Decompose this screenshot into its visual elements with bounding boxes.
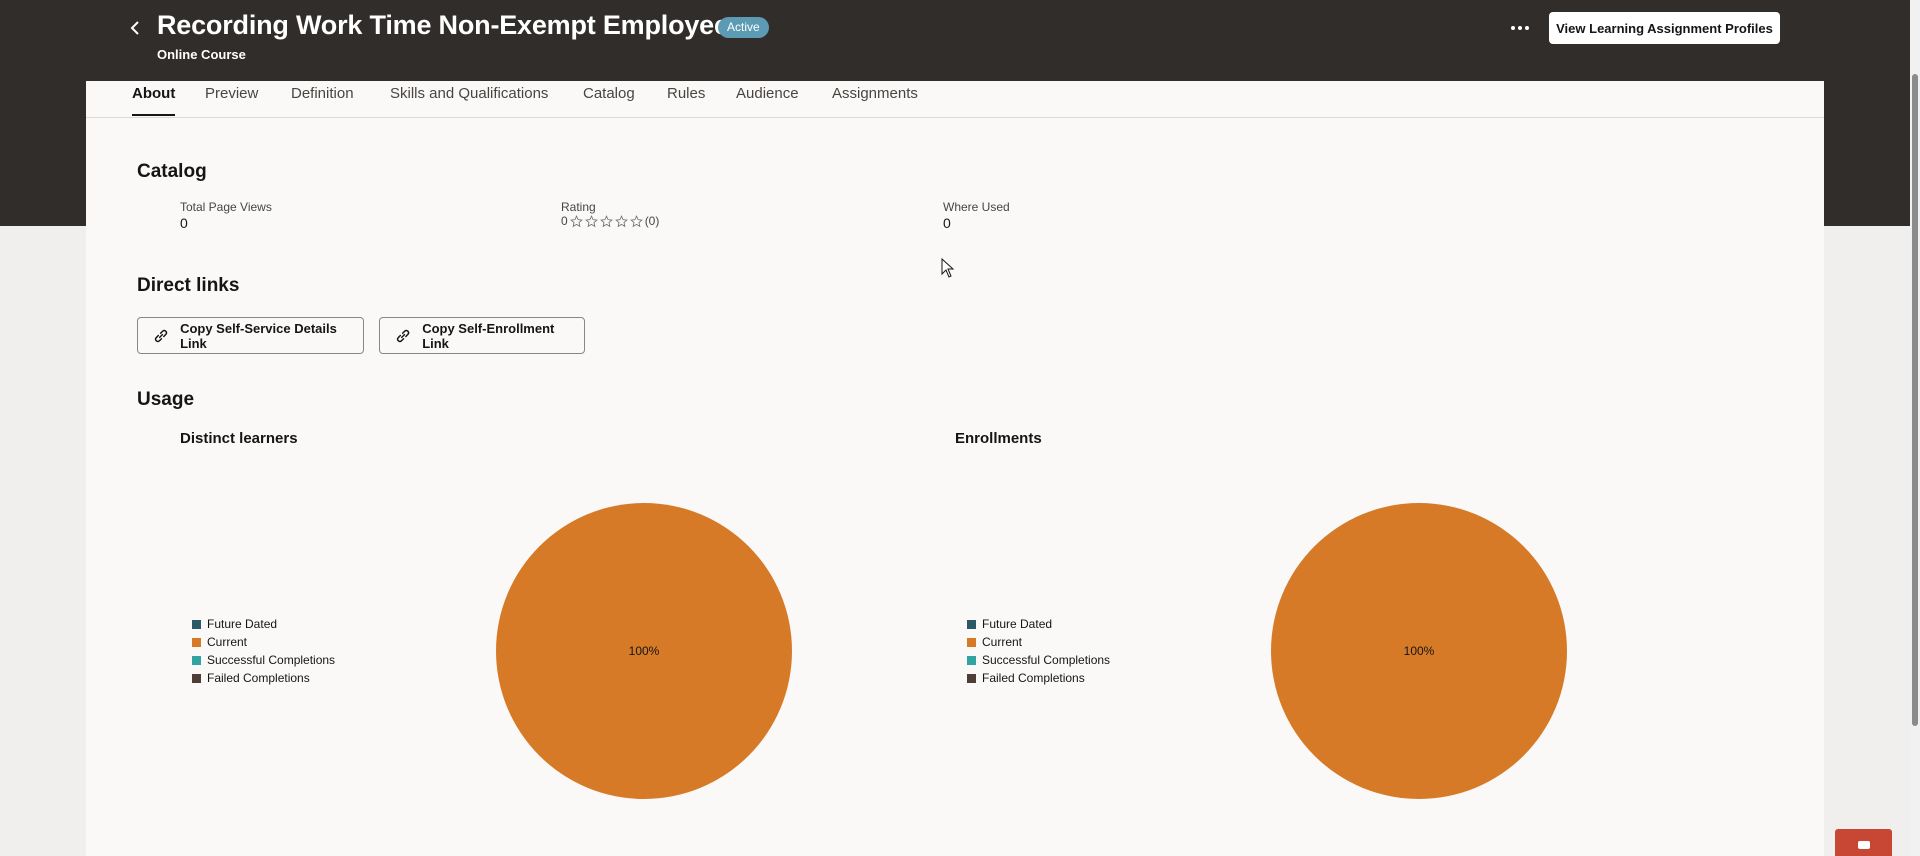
direct-links-heading: Direct links (137, 275, 240, 296)
page-title: Recording Work Time Non-Exempt Employees (157, 10, 744, 40)
enrollments-pie-chart: 100% (1271, 503, 1567, 799)
pie-slice-label: 100% (629, 644, 660, 658)
legend-label: Successful Completions (207, 653, 336, 667)
scrollbar-thumb[interactable] (1912, 74, 1918, 726)
tab-bar: About Preview Definition Skills and Qual… (86, 81, 1824, 118)
more-actions-button[interactable] (1502, 14, 1538, 42)
legend-item[interactable]: Successful Completions (967, 651, 1110, 669)
content-panel: About Preview Definition Skills and Qual… (86, 81, 1824, 856)
rating-display: 0 (0) (561, 214, 659, 228)
legend-swatch (192, 673, 201, 683)
legend-label: Current (207, 635, 248, 649)
catalog-heading: Catalog (137, 161, 207, 182)
legend-item[interactable]: Future Dated (192, 615, 335, 633)
tab-catalog[interactable]: Catalog (583, 85, 635, 102)
legend-item[interactable]: Future Dated (967, 615, 1110, 633)
legend-swatch (192, 655, 201, 665)
distinct-learners-legend: Future Dated Current Successful Completion… (192, 615, 335, 687)
where-used-value: 0 (943, 215, 951, 231)
legend-swatch (967, 619, 976, 629)
tab-preview[interactable]: Preview (205, 85, 259, 102)
page-subtitle: Online Course (157, 47, 246, 62)
link-icon (154, 329, 168, 342)
legend-swatch (967, 673, 976, 683)
legend-item[interactable]: Current (192, 633, 335, 651)
rating-stars (569, 214, 644, 228)
tab-audience[interactable]: Audience (736, 85, 799, 102)
legend-label: Failed Completions (207, 671, 310, 685)
page-scrollbar[interactable] (1910, 0, 1920, 856)
legend-swatch (192, 619, 201, 629)
star-icon (629, 214, 643, 227)
legend-item[interactable]: Failed Completions (192, 669, 335, 687)
legend-item[interactable]: Failed Completions (967, 669, 1110, 687)
tab-skills-and-qualifications[interactable]: Skills and Qualifications (390, 85, 549, 102)
chat-icon (1858, 841, 1870, 849)
chat-button[interactable] (1835, 829, 1892, 856)
view-learning-assignment-profiles-button[interactable]: View Learning Assignment Profiles (1549, 12, 1780, 44)
usage-heading: Usage (137, 389, 195, 410)
legend-swatch (967, 637, 976, 647)
status-badge: Active (718, 17, 769, 38)
pie-slice-current[interactable] (1271, 503, 1567, 799)
star-icon (599, 214, 613, 227)
pie-slice-current[interactable] (496, 503, 792, 799)
legend-label: Future Dated (207, 617, 278, 631)
rating-value: 0 (561, 214, 568, 228)
legend-label: Failed Completions (982, 671, 1085, 685)
rating-count: (0) (644, 214, 660, 228)
mouse-pointer-icon (941, 258, 955, 278)
legend-label: Current (982, 635, 1023, 649)
chevron-left-icon (130, 21, 139, 35)
where-used-label: Where Used (943, 200, 1010, 214)
tab-definition[interactable]: Definition (291, 85, 354, 102)
copy-self-service-details-link-label: Copy Self-Service Details Link (180, 320, 337, 351)
copy-self-service-details-link-button[interactable]: Copy Self-Service Details Link (137, 317, 364, 354)
star-icon (614, 214, 628, 227)
rating-label: Rating (561, 200, 596, 214)
star-icon (584, 214, 598, 227)
enrollments-chart-title: Enrollments (955, 430, 1042, 447)
tab-assignments[interactable]: Assignments (832, 85, 918, 102)
legend-swatch (192, 637, 201, 647)
legend-label: Future Dated (982, 617, 1053, 631)
legend-item[interactable]: Successful Completions (192, 651, 335, 669)
distinct-learners-pie-chart: 100% (496, 503, 792, 799)
total-page-views-value: 0 (180, 215, 188, 231)
star-icon (569, 214, 583, 227)
pie-slice-label: 100% (1404, 644, 1435, 658)
legend-label: Successful Completions (982, 653, 1111, 667)
total-page-views-label: Total Page Views (180, 200, 272, 214)
legend-swatch (967, 655, 976, 665)
tab-about[interactable]: About (132, 85, 176, 116)
enrollments-legend: Future Dated Current Successful Completion… (967, 615, 1110, 687)
ellipsis-icon (1511, 26, 1515, 30)
distinct-learners-chart-title: Distinct learners (180, 430, 298, 447)
back-button[interactable] (122, 14, 148, 42)
tab-rules[interactable]: Rules (667, 85, 706, 102)
copy-self-enrollment-link-label: Copy Self-Enrollment Link (422, 320, 555, 351)
link-icon (396, 329, 410, 342)
legend-item[interactable]: Current (967, 633, 1110, 651)
copy-self-enrollment-link-button[interactable]: Copy Self-Enrollment Link (379, 317, 585, 354)
